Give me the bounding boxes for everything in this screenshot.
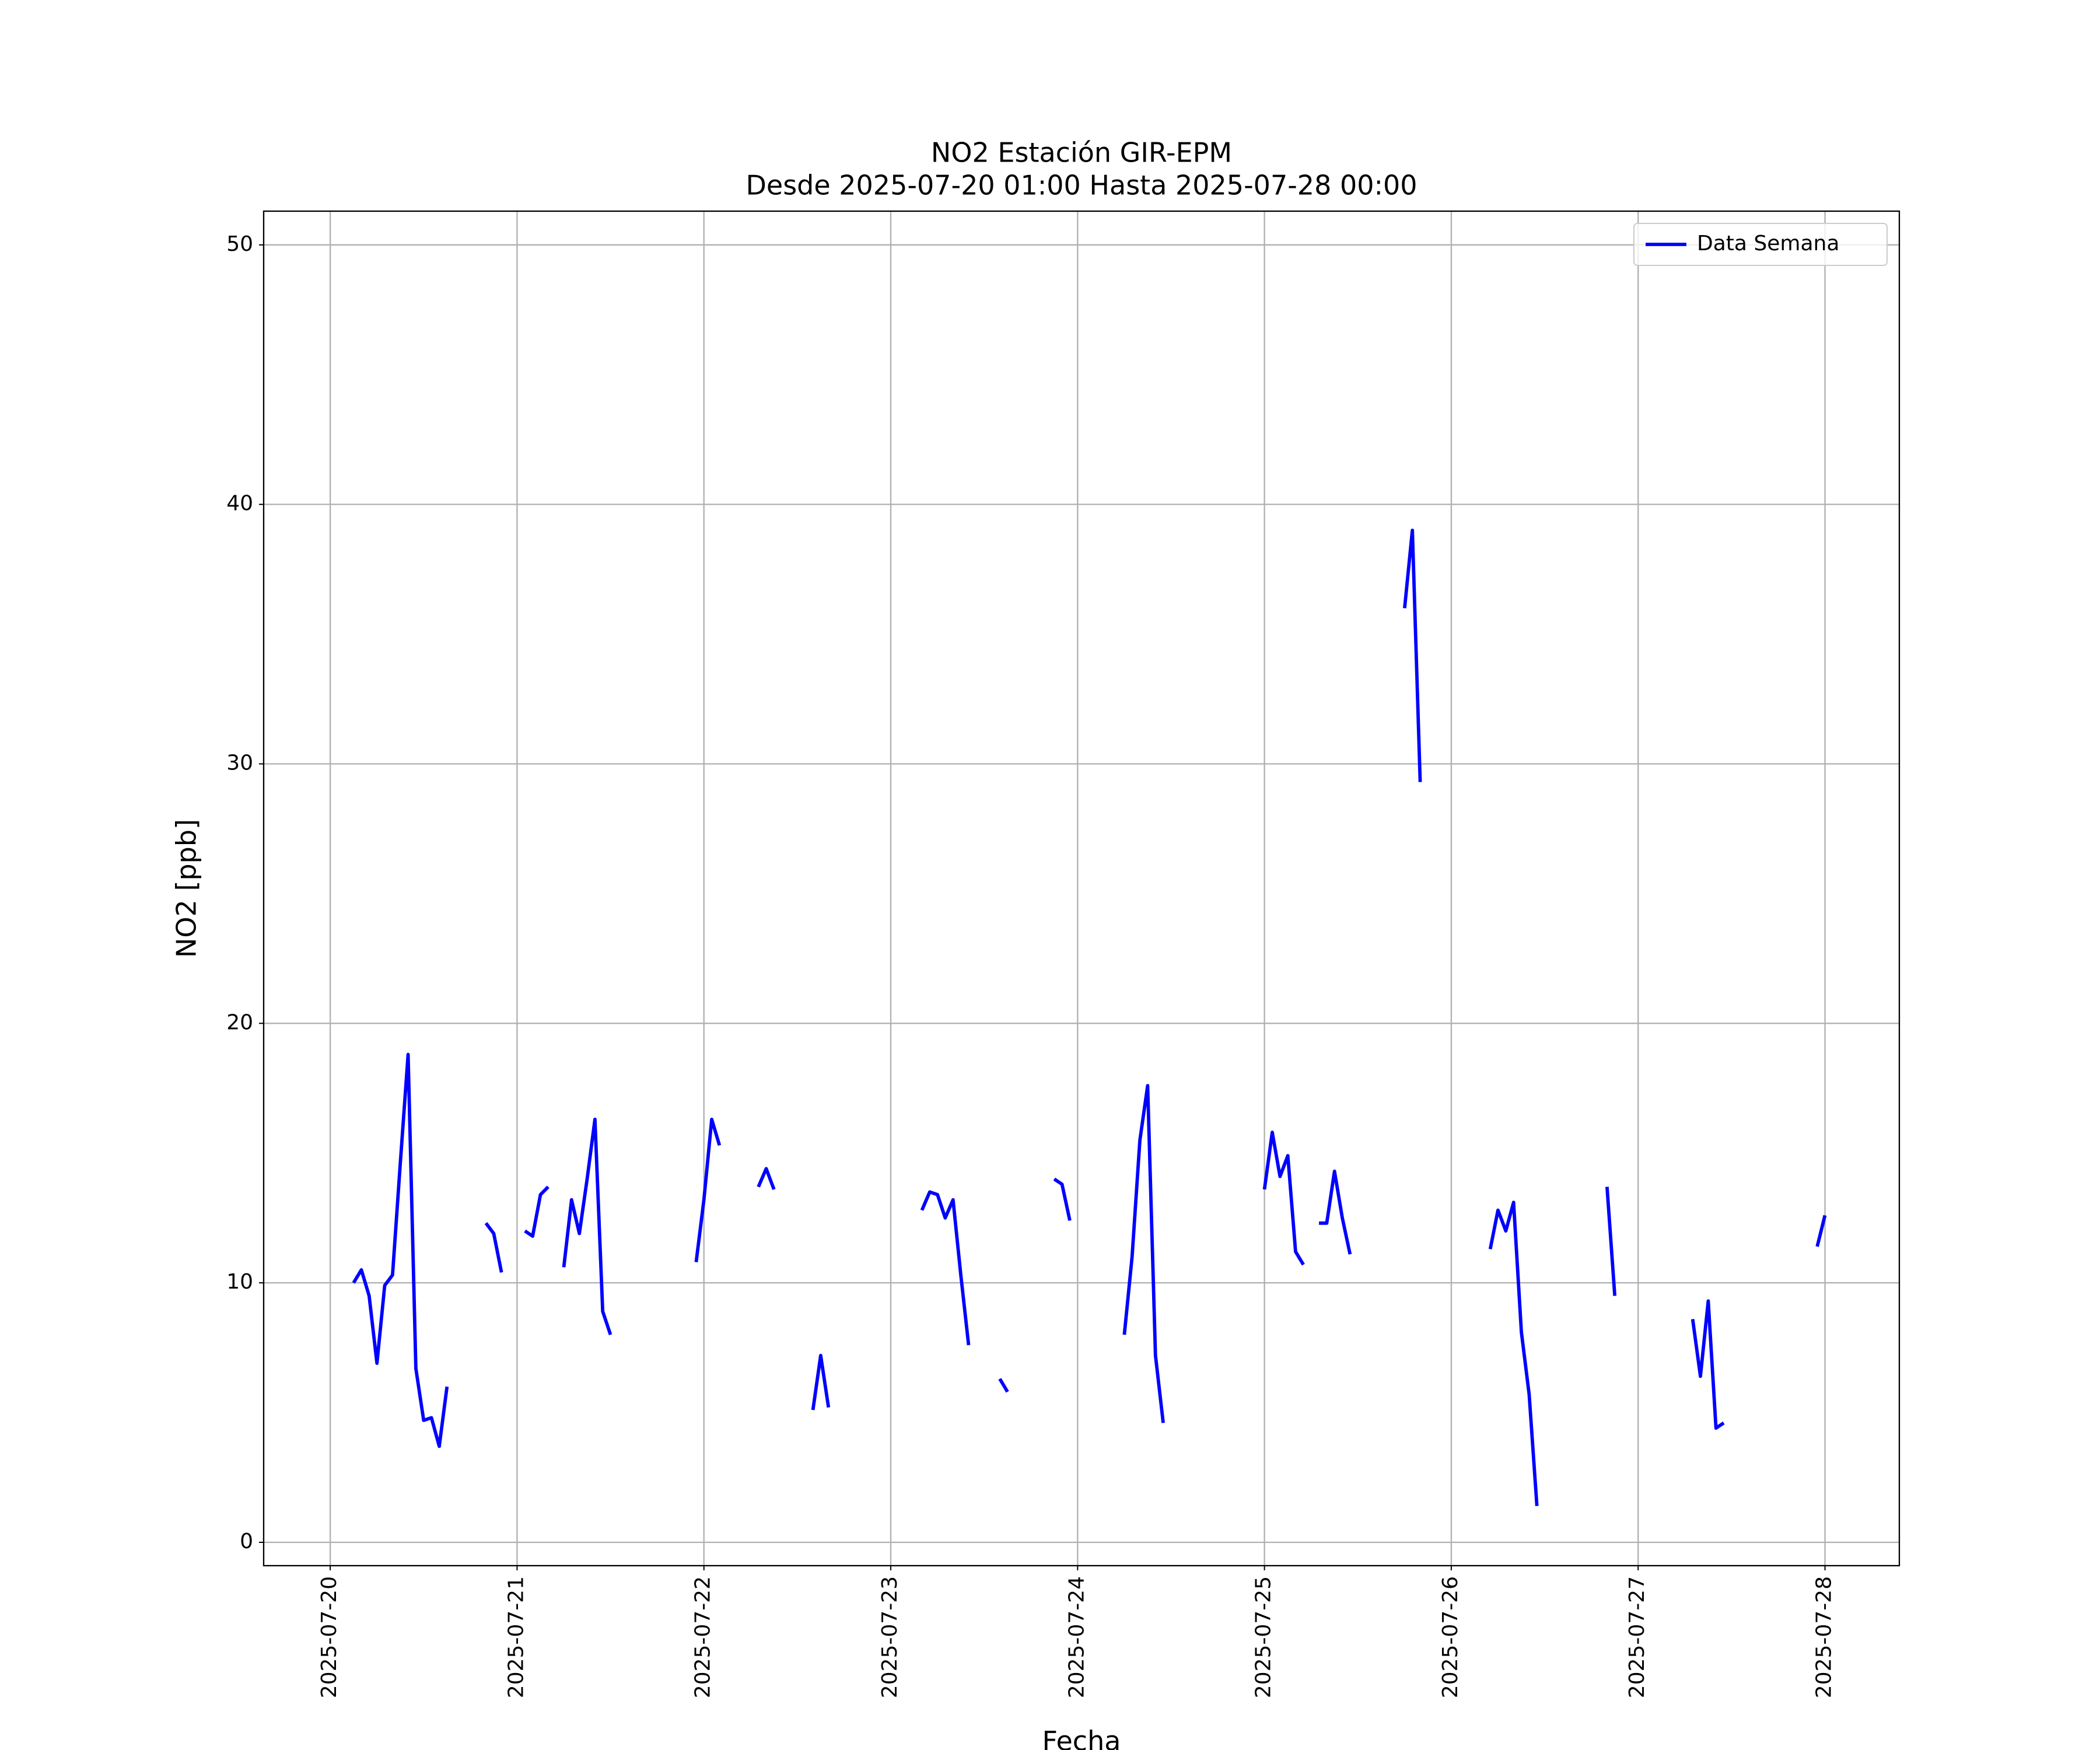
- x-axis-label: Fecha: [1042, 1726, 1121, 1750]
- x-tick-label: 2025-07-26: [1438, 1576, 1462, 1698]
- y-tick-label: 10: [226, 1270, 253, 1294]
- data-line: [352, 528, 1827, 1506]
- chart-subtitle: Desde 2025-07-20 01:00 Hasta 2025-07-28 …: [746, 170, 1417, 201]
- x-tick-label: 2025-07-21: [504, 1576, 528, 1698]
- x-tick-label: 2025-07-24: [1065, 1576, 1088, 1698]
- legend-label: Data Semana: [1697, 232, 1839, 256]
- y-axis-label: NO2 [ppb]: [171, 819, 202, 958]
- legend-box: [1633, 223, 1888, 266]
- x-tick-label: 2025-07-27: [1625, 1576, 1649, 1698]
- y-tick-label: 50: [226, 232, 253, 256]
- y-tick-label: 0: [240, 1530, 253, 1553]
- plot-frame: [262, 210, 1901, 1567]
- y-tick-label: 30: [226, 751, 253, 775]
- chart-title: NO2 Estación GIR-EPM: [931, 137, 1232, 169]
- x-tick-label: 2025-07-25: [1252, 1576, 1276, 1698]
- x-tick-label: 2025-07-22: [691, 1576, 715, 1698]
- x-tick-label: 2025-07-23: [878, 1576, 902, 1698]
- x-tick-label: 2025-07-20: [317, 1576, 341, 1698]
- y-tick-label: 40: [226, 492, 253, 516]
- x-tick-label: 2025-07-28: [1812, 1576, 1836, 1698]
- y-tick-label: 20: [226, 1010, 253, 1034]
